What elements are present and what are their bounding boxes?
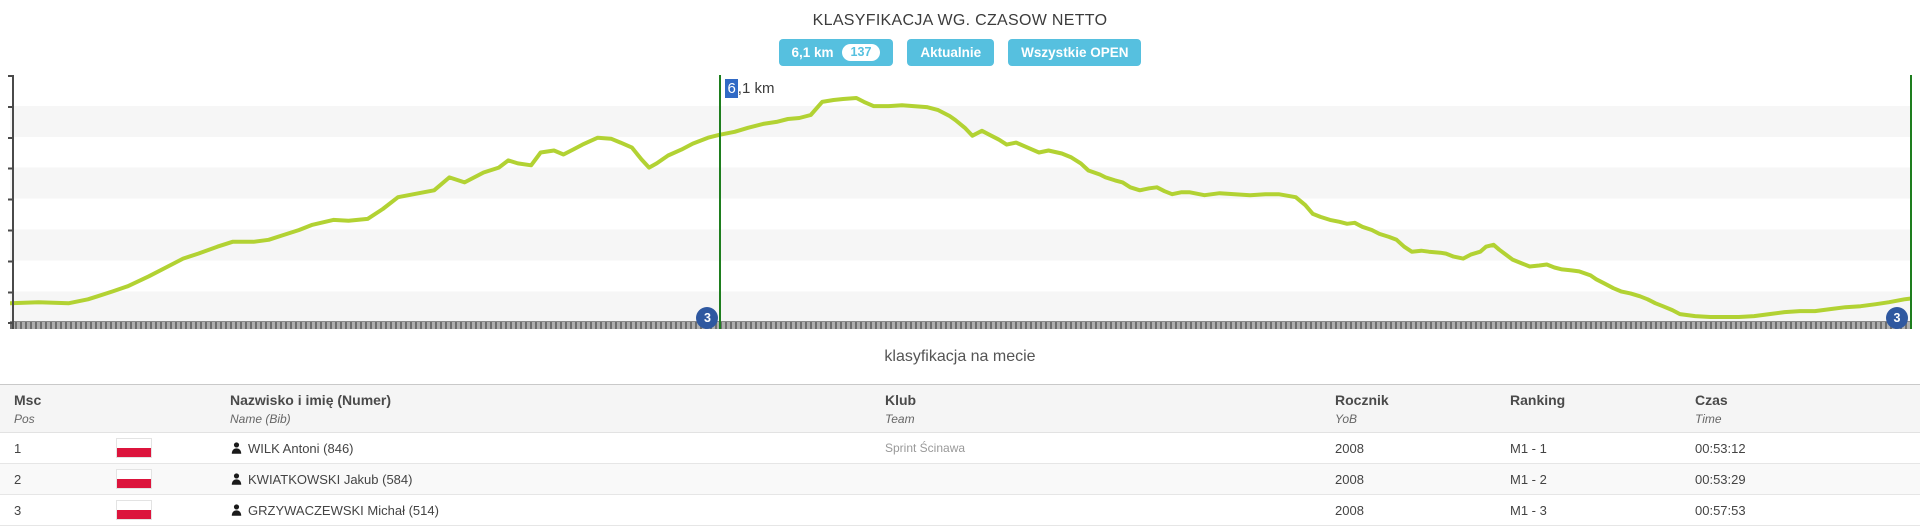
finisher-count-badge: 137 — [841, 44, 881, 61]
col-header-czas: Czas Time — [1681, 384, 1920, 433]
finish-marker-badge: 3 — [1886, 307, 1908, 329]
results-table: Msc Pos Nazwisko i imię (Numer) Name (Bib)… — [0, 384, 1920, 526]
flag-cell — [96, 464, 216, 495]
y-axis — [12, 75, 14, 329]
name-cell: WILK Antoni (846) — [216, 433, 871, 464]
time-cell: 00:57:53 — [1695, 502, 1746, 518]
table-row: 3 GRZYWACZEWSKI Michał (514) 2008 M1 - 3… — [0, 494, 1920, 526]
finish-marker-line — [1910, 75, 1912, 329]
col-header-flag — [96, 384, 216, 433]
ranking-cell: M1 - 3 — [1510, 502, 1547, 518]
page-header: KLASYFIKACJA WG. CZASOW NETTO 6,1 km 137… — [0, 0, 1920, 66]
aktualnie-button-label: Aktualnie — [920, 45, 982, 60]
table-caption: klasyfikacja na mecie — [884, 348, 1036, 365]
runner-name: KWIATKOWSKI Jakub (584) — [248, 471, 413, 487]
yob-cell: 2008 — [1335, 471, 1364, 487]
poland-flag-icon — [116, 438, 152, 458]
wszystkie-open-button[interactable]: Wszystkie OPEN — [1008, 39, 1142, 66]
pos-cell: 1 — [14, 440, 22, 456]
runner-name: GRZYWACZEWSKI Michał (514) — [248, 502, 439, 518]
col-header-rocznik: Rocznik YoB — [1321, 384, 1496, 433]
flag-cell — [96, 433, 216, 464]
table-header-row: Msc Pos Nazwisko i imię (Numer) Name (Bib)… — [0, 384, 1920, 433]
ranking-cell: M1 - 2 — [1510, 471, 1547, 487]
ranking-cell: M1 - 1 — [1510, 440, 1547, 456]
aktualnie-button[interactable]: Aktualnie — [907, 39, 995, 66]
poland-flag-icon — [116, 469, 152, 489]
current-distance-label: 6,1 km — [725, 79, 775, 98]
time-cell: 00:53:29 — [1695, 471, 1746, 487]
yob-cell: 2008 — [1335, 502, 1364, 518]
person-icon — [230, 441, 243, 456]
distance-button[interactable]: 6,1 km 137 — [778, 39, 894, 66]
wszystkie-open-button-label: Wszystkie OPEN — [1021, 45, 1129, 60]
name-cell: GRZYWACZEWSKI Michał (514) — [216, 495, 871, 526]
x-axis — [10, 321, 1912, 329]
runner-marker-badge: 3 — [696, 307, 719, 329]
elevation-chart: 6,1 km 3 3 — [8, 75, 1912, 329]
table-row: 1 WILK Antoni (846) Sprint Ścinawa 2008 … — [0, 432, 1920, 464]
pos-cell: 2 — [14, 471, 22, 487]
time-cell: 00:53:12 — [1695, 440, 1746, 456]
selected-text: 6 — [725, 79, 738, 98]
name-cell: KWIATKOWSKI Jakub (584) — [216, 464, 871, 495]
y-axis-ticks — [8, 75, 12, 324]
pos-cell: 3 — [14, 502, 22, 518]
elevation-profile-line — [10, 96, 1912, 319]
flag-cell — [96, 495, 216, 526]
poland-flag-icon — [116, 500, 152, 520]
person-icon — [230, 472, 243, 487]
col-header-klub: Klub Team — [871, 384, 1321, 433]
club-cell: Sprint Ścinawa — [885, 441, 966, 455]
filter-buttons: 6,1 km 137 Aktualnie Wszystkie OPEN — [0, 39, 1920, 66]
page-title: KLASYFIKACJA WG. CZASOW NETTO — [812, 12, 1108, 29]
col-header-ranking: Ranking — [1496, 384, 1681, 433]
yob-cell: 2008 — [1335, 440, 1364, 456]
club-cell — [871, 495, 1321, 526]
runner-name: WILK Antoni (846) — [248, 440, 354, 456]
table-row: 2 KWIATKOWSKI Jakub (584) 2008 M1 - 2 00… — [0, 463, 1920, 495]
col-header-name: Nazwisko i imię (Numer) Name (Bib) — [216, 384, 871, 433]
col-header-msc: Msc Pos — [0, 384, 96, 433]
current-position-marker-line — [719, 75, 722, 329]
distance-button-label: 6,1 km — [791, 45, 834, 60]
club-cell — [871, 464, 1321, 495]
person-icon — [230, 503, 243, 518]
